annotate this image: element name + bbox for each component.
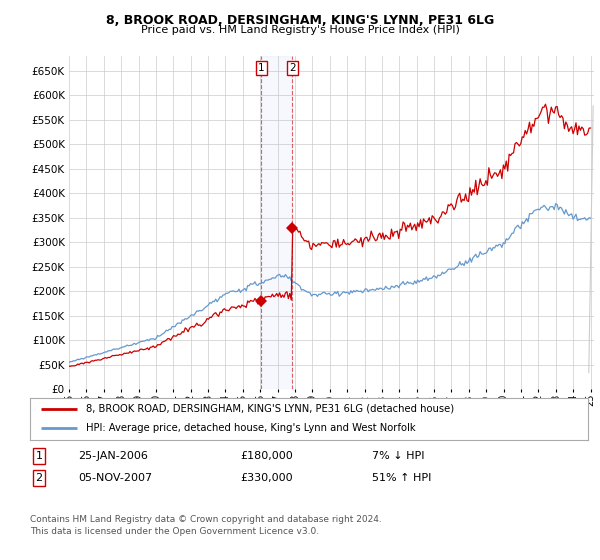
Text: Contains HM Land Registry data © Crown copyright and database right 2024.
This d: Contains HM Land Registry data © Crown c… bbox=[30, 515, 382, 536]
Text: HPI: Average price, detached house, King's Lynn and West Norfolk: HPI: Average price, detached house, King… bbox=[86, 423, 415, 433]
Text: 2: 2 bbox=[35, 473, 43, 483]
Text: £180,000: £180,000 bbox=[240, 451, 293, 461]
Text: 25-JAN-2006: 25-JAN-2006 bbox=[78, 451, 148, 461]
Text: 1: 1 bbox=[35, 451, 43, 461]
Text: 7% ↓ HPI: 7% ↓ HPI bbox=[372, 451, 425, 461]
Text: 8, BROOK ROAD, DERSINGHAM, KING'S LYNN, PE31 6LG (detached house): 8, BROOK ROAD, DERSINGHAM, KING'S LYNN, … bbox=[86, 404, 454, 414]
Text: £330,000: £330,000 bbox=[240, 473, 293, 483]
Text: 1: 1 bbox=[258, 63, 265, 73]
Text: 8, BROOK ROAD, DERSINGHAM, KING'S LYNN, PE31 6LG: 8, BROOK ROAD, DERSINGHAM, KING'S LYNN, … bbox=[106, 14, 494, 27]
Bar bbox=[262, 56, 292, 389]
Text: 2: 2 bbox=[289, 63, 296, 73]
Text: 51% ↑ HPI: 51% ↑ HPI bbox=[372, 473, 431, 483]
Text: Price paid vs. HM Land Registry's House Price Index (HPI): Price paid vs. HM Land Registry's House … bbox=[140, 25, 460, 35]
Text: 05-NOV-2007: 05-NOV-2007 bbox=[78, 473, 152, 483]
